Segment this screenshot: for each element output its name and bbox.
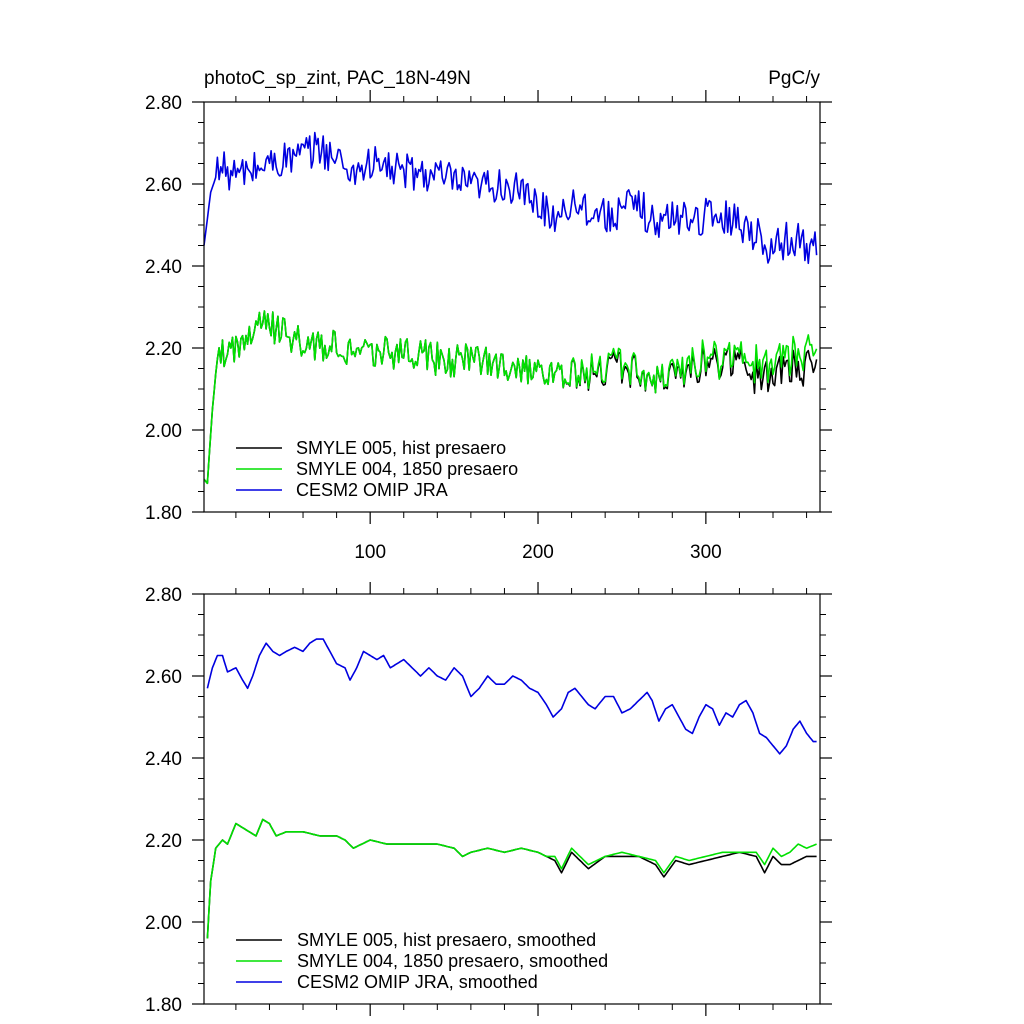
y-tick-label: 2.60 — [145, 667, 182, 688]
y-tick-label: 2.20 — [145, 339, 182, 360]
series-line-omip — [206, 638, 817, 755]
series-line-smyle005 — [206, 818, 817, 939]
x-tick-label: 100 — [354, 542, 386, 563]
top-panel-units: PgC/y — [768, 68, 820, 89]
y-tick-label: 2.20 — [145, 831, 182, 852]
legend-label-omip: CESM2 OMIP JRA — [296, 480, 448, 500]
legend-label-smyle005: SMYLE 005, hist presaero, smoothed — [297, 930, 596, 950]
legend-label-smyle004: SMYLE 004, 1850 presaero, smoothed — [297, 951, 608, 971]
y-tick-label: 1.80 — [145, 995, 182, 1016]
legend-label-smyle005: SMYLE 005, hist presaero — [296, 438, 506, 458]
y-tick-label: 2.80 — [145, 585, 182, 606]
y-tick-label: 2.40 — [145, 749, 182, 770]
top-panel-title: photoC_sp_zint, PAC_18N-49N — [204, 68, 471, 89]
y-tick-label: 2.00 — [145, 913, 182, 934]
y-tick-label: 2.80 — [145, 93, 182, 114]
legend-label-smyle004: SMYLE 004, 1850 presaero — [296, 459, 518, 479]
bottom-series-group — [206, 638, 817, 939]
top-panel: photoC_sp_zint, PAC_18N-49N PgC/y 1.80 2.… — [145, 68, 832, 563]
series-line-omip — [203, 131, 818, 265]
x-tick-label: 200 — [522, 542, 554, 563]
y-tick-label: 2.40 — [145, 257, 182, 278]
x-tick-label: 300 — [690, 542, 722, 563]
top-series-group — [203, 131, 818, 485]
bottom-axes: 1.80 2.00 2.20 2.40 2.60 2.80 — [145, 582, 832, 1016]
legend-label-omip: CESM2 OMIP JRA, smoothed — [297, 972, 538, 992]
bottom-panel: 1.80 2.00 2.20 2.40 2.60 2.80 SMYLE 005, hist… — [145, 582, 832, 1016]
y-tick-label: 1.80 — [145, 503, 182, 524]
series-line-smyle004 — [206, 818, 817, 939]
bottom-legend: SMYLE 005, hist presaero, smoothedSMYLE … — [236, 930, 608, 992]
y-tick-label: 2.60 — [145, 175, 182, 196]
y-tick-label: 2.00 — [145, 421, 182, 442]
series-line-smyle004 — [203, 310, 818, 485]
top-axes: 1.80 2.00 2.20 2.40 2.60 2.80 100 200 300 — [145, 90, 832, 563]
